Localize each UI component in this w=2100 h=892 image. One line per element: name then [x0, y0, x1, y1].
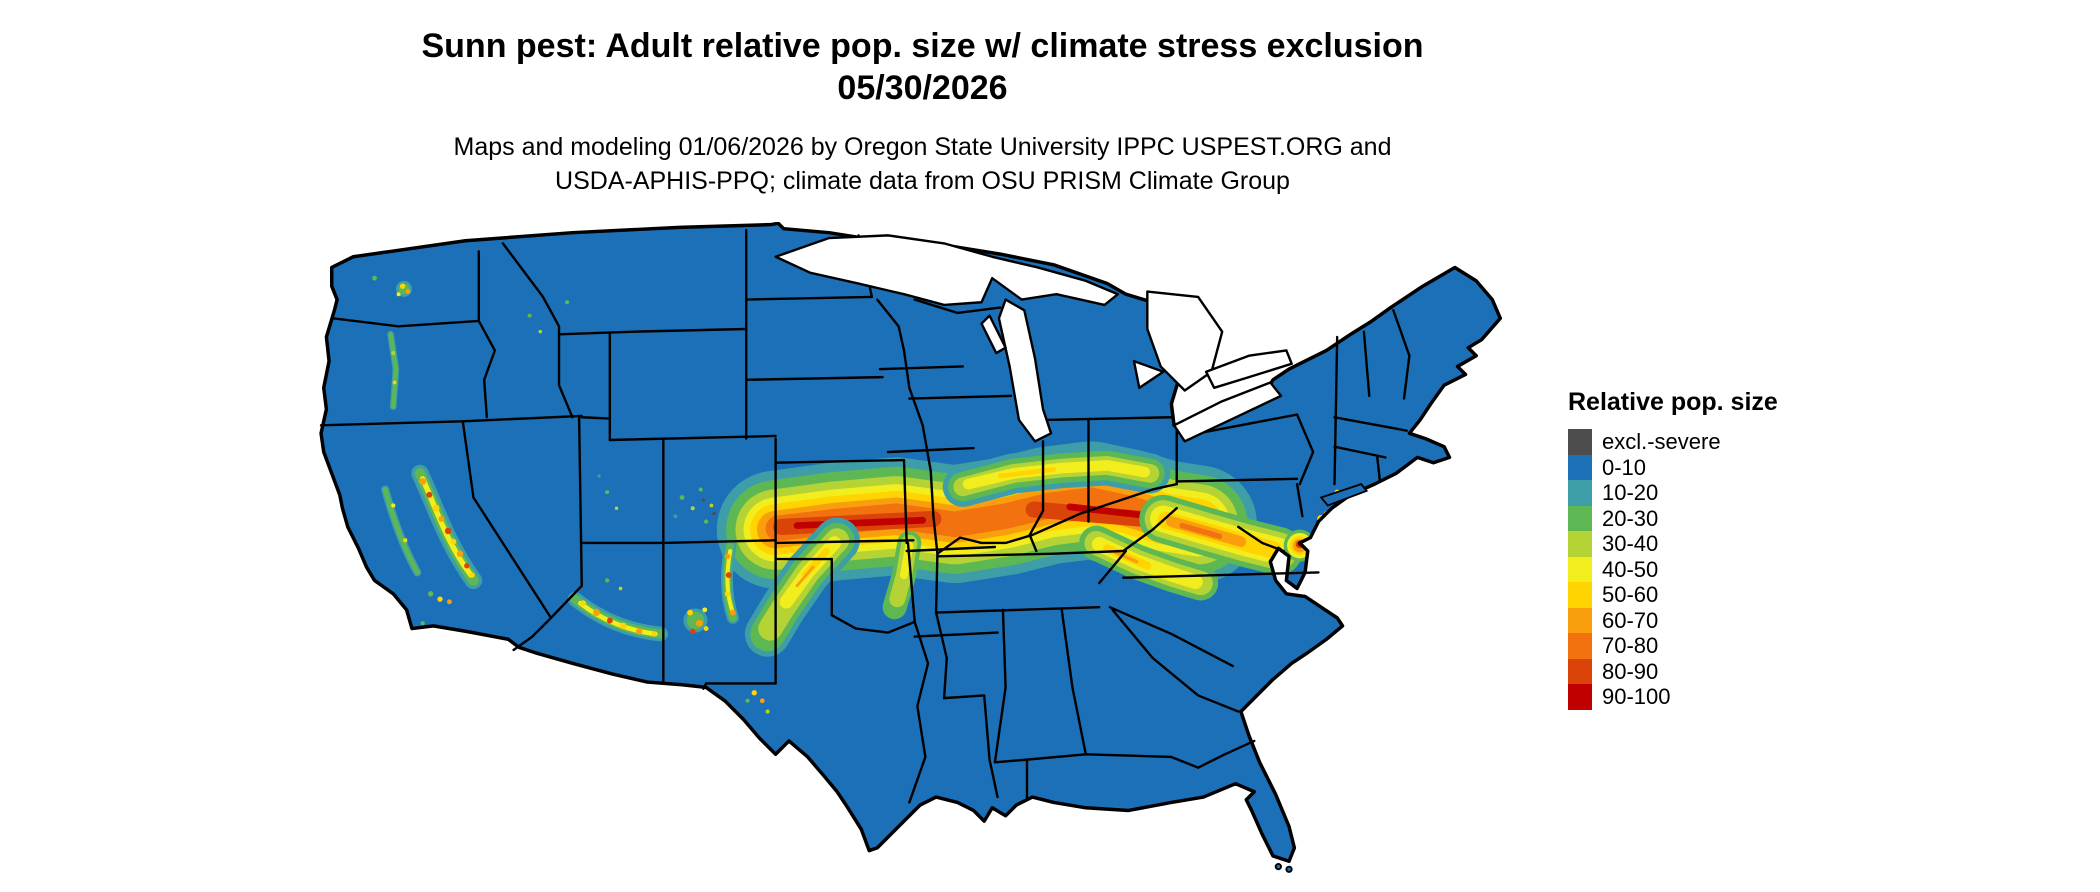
legend-item: 20-30 — [1568, 505, 1868, 531]
legend-title: Relative pop. size — [1568, 388, 1778, 416]
legend-item-label: 20-30 — [1602, 505, 1659, 531]
legend-swatch — [1568, 582, 1592, 608]
legend: Relative pop. size excl.-severe 0-10 10-20… — [1568, 388, 1868, 710]
state-borders — [319, 228, 1411, 804]
legend-item: excl.-severe — [1568, 429, 1868, 455]
lake-ontario — [1204, 349, 1293, 390]
legend-swatch — [1568, 658, 1592, 684]
lake-erie — [1172, 381, 1283, 443]
population-heat-layer — [372, 275, 1340, 714]
islands — [1274, 483, 1369, 873]
legend-item: 60-70 — [1568, 607, 1868, 633]
map-credits-line1: Maps and modeling 01/06/2026 by Oregon S… — [453, 133, 1392, 161]
legend-swatch — [1568, 556, 1592, 582]
legend-item-label: 60-70 — [1602, 607, 1659, 633]
florida-keys — [1274, 863, 1282, 871]
legend-item: 30-40 — [1568, 531, 1868, 557]
lake-superior — [774, 234, 1120, 307]
legend-item: 40-50 — [1568, 556, 1868, 582]
legend-swatch — [1568, 531, 1592, 557]
legend-item-label: 40-50 — [1602, 556, 1659, 582]
legend-item-label: 90-100 — [1602, 684, 1671, 710]
green-bay — [980, 314, 1007, 355]
legend-items: excl.-severe 0-10 10-20 20-30 30-40 40-50 50-6… — [1568, 429, 1868, 710]
map-title: Sunn pest: Adult relative pop. size w/ c… — [421, 27, 1424, 65]
legend-item-label: 0-10 — [1602, 454, 1647, 480]
legend-item: 0-10 — [1568, 454, 1868, 480]
legend-swatch — [1568, 684, 1592, 710]
lake-huron — [1146, 290, 1224, 392]
legend-swatch — [1568, 633, 1592, 659]
us-map — [305, 222, 1515, 880]
legend-item-label: excl.-severe — [1602, 429, 1721, 455]
legend-swatch — [1568, 505, 1592, 531]
legend-swatch — [1568, 429, 1592, 455]
map-date: 05/30/2026 — [837, 69, 1008, 107]
saginaw-bay — [1132, 359, 1165, 390]
legend-item: 50-60 — [1568, 582, 1868, 608]
legend-swatch — [1568, 480, 1592, 506]
legend-item: 70-80 — [1568, 633, 1868, 659]
legend-swatch — [1568, 454, 1592, 480]
map-credits-line2: USDA-APHIS-PPQ; climate data from OSU PR… — [555, 167, 1290, 195]
long-island — [1319, 483, 1369, 507]
legend-item-label: 10-20 — [1602, 480, 1659, 506]
legend-item-label: 70-80 — [1602, 633, 1659, 659]
great-lakes — [774, 234, 1293, 443]
us-map-svg — [319, 222, 1503, 873]
florida-keys — [1285, 865, 1293, 873]
legend-swatch — [1568, 607, 1592, 633]
legend-item: 10-20 — [1568, 480, 1868, 506]
map-credits: Maps and modeling 01/06/2026 by Oregon S… — [0, 130, 1845, 198]
legend-item-label: 50-60 — [1602, 582, 1659, 608]
legend-item-label: 80-90 — [1602, 658, 1659, 684]
legend-item: 90-100 — [1568, 684, 1868, 710]
legend-item-label: 30-40 — [1602, 531, 1659, 557]
legend-item: 80-90 — [1568, 658, 1868, 684]
header: Sunn pest: Adult relative pop. size w/ c… — [0, 0, 1845, 198]
